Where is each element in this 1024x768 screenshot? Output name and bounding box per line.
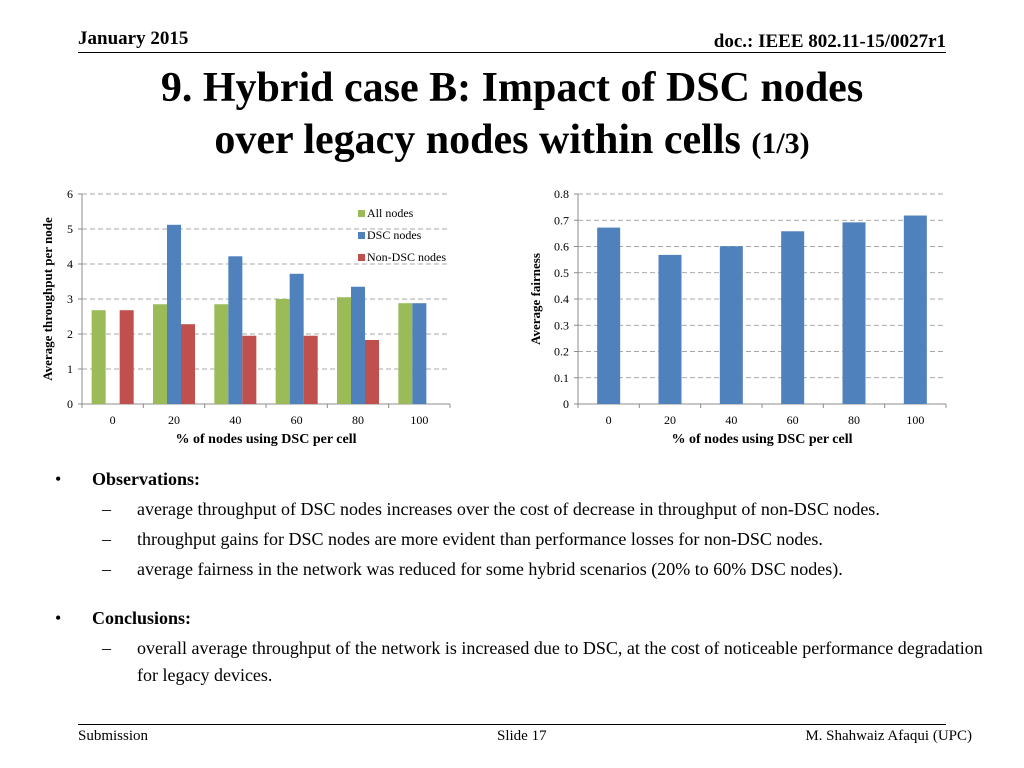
title-line-2-text: over legacy nodes within cells [214, 117, 741, 163]
y-tick-label: 0.1 [554, 371, 569, 385]
y-tick-label: 2 [67, 327, 73, 341]
bar-fairness-100 [903, 215, 927, 404]
legend-swatch [358, 232, 365, 239]
bar-fairness-40 [719, 246, 743, 404]
observation-item: – average fairness in the network was red… [55, 556, 985, 583]
legend-label-all-nodes: All nodes [367, 206, 414, 220]
bar-dsc-nodes-20 [167, 224, 181, 404]
y-tick-label: 0.2 [554, 345, 569, 359]
conclusions-bullet: • Conclusions: [55, 605, 985, 632]
y-tick-label: 6 [67, 187, 73, 201]
footer-slide-number: Slide 17 [497, 728, 547, 744]
bar-fairness-60 [781, 231, 805, 404]
y-tick-label: 0.8 [554, 187, 569, 201]
bullet-dot: • [55, 608, 62, 628]
bullet-section: • Observations: – average throughput of D… [55, 466, 985, 689]
bar-all-nodes-20 [153, 304, 167, 404]
y-axis-title: Average throughput per node [40, 217, 55, 381]
legend-swatch [358, 254, 365, 261]
y-tick-label: 4 [67, 257, 73, 271]
x-tick-label: 40 [725, 413, 737, 427]
observation-item: – average throughput of DSC nodes increas… [55, 496, 985, 523]
y-axis-title: Average fairness [528, 253, 543, 345]
bar-non-dsc-nodes-60 [303, 335, 318, 404]
bar-fairness-80 [842, 222, 866, 404]
x-tick-label: 20 [168, 413, 180, 427]
bar-dsc-nodes-80 [351, 286, 365, 404]
bar-all-nodes-60 [275, 299, 290, 404]
y-tick-label: 0.7 [554, 213, 569, 227]
bar-non-dsc-nodes-80 [365, 339, 379, 404]
header-doc-id: doc.: IEEE 802.11-15/0027r1 [713, 31, 946, 52]
y-tick-label: 3 [67, 292, 73, 306]
bar-dsc-nodes-100 [412, 303, 427, 404]
observations-bullet: • Observations: [55, 466, 985, 493]
title-line-1: 9. Hybrid case B: Impact of DSC nodes [160, 65, 864, 111]
title-line-2: over legacy nodes within cells (1/3) [80, 114, 944, 170]
header-divider [78, 52, 946, 53]
legend-label-dsc-nodes: DSC nodes [367, 228, 422, 242]
conclusions-heading: Conclusions: [92, 608, 192, 628]
observations-heading: Observations: [92, 469, 200, 489]
conclusion-item: – overall average throughput of the netwo… [55, 635, 985, 689]
bar-dsc-nodes-40 [228, 256, 243, 404]
fairness-chart: 0 0.1 0.2 0.3 0.4 0.5 0.6 0.7 0.8 0 20 40 60 80 100 % o… [520, 186, 960, 451]
y-tick-label: 1 [67, 362, 73, 376]
footer-divider [78, 724, 946, 725]
fairness-chart-svg: 0 0.1 0.2 0.3 0.4 0.5 0.6 0.7 0.8 0 20 40 60 80 100 % o… [528, 187, 947, 447]
x-tick-label: 100 [410, 413, 428, 427]
legend-label-non-dsc-nodes: Non-DSC nodes [367, 250, 446, 264]
legend-swatch [358, 210, 365, 217]
x-tick-label: 60 [291, 413, 303, 427]
bar-dsc-nodes-60 [289, 273, 304, 404]
observation-text: average fairness in the network was redu… [137, 559, 843, 579]
conclusion-text: overall average throughput of the networ… [137, 638, 983, 685]
x-tick-label: 80 [352, 413, 364, 427]
sub-bullet-dash: – [102, 638, 111, 658]
x-tick-label: 0 [606, 413, 612, 427]
sub-bullet-dash: – [102, 499, 111, 519]
x-axis-title: % of nodes using DSC per cell [176, 432, 357, 447]
bar-non-dsc-nodes-0 [119, 310, 134, 404]
bar-fairness-0 [597, 227, 621, 404]
x-tick-label: 80 [848, 413, 860, 427]
x-tick-label: 20 [664, 413, 676, 427]
x-tick-label: 100 [906, 413, 924, 427]
y-tick-label: 0.5 [554, 266, 569, 280]
sub-bullet-dash: – [102, 529, 111, 549]
y-tick-label: 0.4 [554, 292, 569, 306]
slide-title: 9. Hybrid case B: Impact of DSC nodes ov… [80, 62, 944, 170]
y-tick-label: 0.3 [554, 318, 569, 332]
throughput-chart: 0 1 2 3 4 5 6 0 20 40 60 80 100% of nodes using DSC … [30, 186, 480, 451]
bar-all-nodes-80 [337, 297, 351, 404]
footer-author: M. Shahwaiz Afaqui (UPC) [805, 728, 972, 744]
y-tick-label: 5 [67, 222, 73, 236]
y-tick-label: 0 [563, 397, 569, 411]
title-part-indicator: (1/3) [751, 127, 810, 160]
observation-text: average throughput of DSC nodes increase… [137, 499, 880, 519]
bar-non-dsc-nodes-40 [242, 335, 257, 404]
bar-all-nodes-0 [91, 310, 106, 404]
footer-submission: Submission [78, 728, 149, 744]
x-tick-label: 40 [229, 413, 241, 427]
y-tick-label: 0 [67, 397, 73, 411]
x-axis-title: % of nodes using DSC per cell [672, 432, 853, 447]
x-tick-label: 60 [787, 413, 799, 427]
bar-all-nodes-100 [398, 303, 413, 404]
sub-bullet-dash: – [102, 559, 111, 579]
header-date: January 2015 [78, 28, 189, 49]
observation-item: – throughput gains for DSC nodes are more… [55, 526, 985, 553]
observation-text: throughput gains for DSC nodes are more … [137, 529, 823, 549]
bar-non-dsc-nodes-20 [181, 324, 195, 404]
x-tick-label: 0 [110, 413, 116, 427]
y-tick-label: 0.6 [554, 240, 569, 254]
bar-all-nodes-40 [214, 304, 229, 404]
bar-fairness-20 [658, 254, 682, 404]
bullet-dot: • [55, 469, 62, 489]
